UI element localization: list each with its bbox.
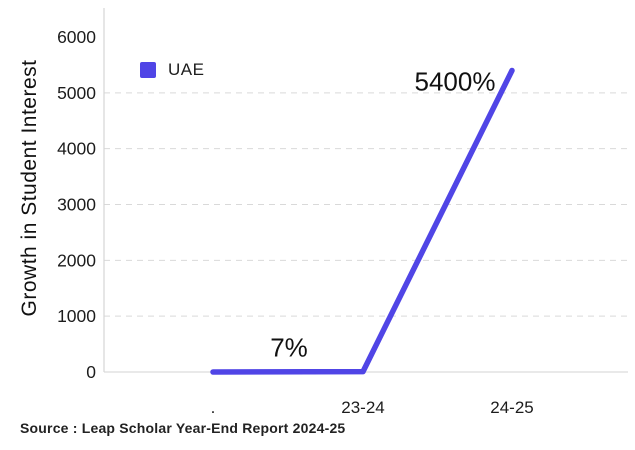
y-tick-label: 4000 [57, 139, 96, 159]
annotation-label: 5400% [415, 67, 496, 97]
y-tick-label: 1000 [57, 306, 96, 326]
legend-swatch-uae [140, 62, 156, 78]
x-tick-label: . [211, 398, 216, 417]
source-note: Source : Leap Scholar Year-End Report 20… [20, 420, 346, 436]
y-tick-label: 0 [86, 362, 96, 382]
uae-line [210, 67, 515, 375]
legend-label-uae: UAE [168, 60, 205, 79]
y-tick-label: 5000 [57, 83, 96, 103]
y-tick-label: 2000 [57, 250, 96, 270]
y-tick-label: 3000 [57, 195, 96, 215]
legend: UAE [140, 60, 204, 80]
annotation-label: 7% [270, 333, 308, 363]
x-tick-label: 24-25 [490, 398, 533, 417]
x-tick-label: 23-24 [341, 398, 384, 417]
y-tick-label: 6000 [57, 27, 96, 47]
